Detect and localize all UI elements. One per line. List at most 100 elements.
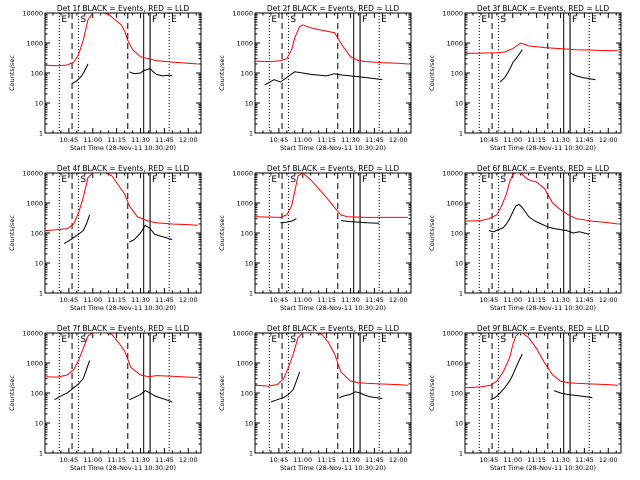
x-tick-label: 10:45 (60, 296, 79, 304)
y-tick-label: 10 (455, 420, 463, 428)
y-tick-label: 1000 (446, 360, 463, 368)
marker-label: F (572, 175, 577, 185)
x-tick-label: 11:15 (317, 136, 336, 144)
y-tick-label: 10000 (232, 170, 253, 178)
series-group (255, 24, 408, 86)
x-tick-label: 11:45 (155, 136, 174, 144)
x-tick-label: 11:45 (575, 136, 594, 144)
panel-title: Det 1f BLACK = Events, RED = LLD (57, 4, 190, 13)
marker-label: E (481, 175, 487, 185)
x-tick-label: 10:45 (60, 456, 79, 464)
marker-label: E (381, 175, 387, 185)
marker-label: E (381, 15, 387, 25)
y-tick-label: 1000 (26, 360, 43, 368)
events-series-line (264, 71, 383, 86)
events-series-line (129, 224, 173, 243)
y-tick-label: 100 (31, 70, 43, 78)
panel-title: Det 3f BLACK = Events, RED = LLD (477, 4, 610, 13)
y-axis-label: Counts/sec (8, 215, 16, 251)
y-tick-label: 10 (455, 260, 463, 268)
y-tick-label: 100 (241, 230, 253, 238)
y-axis-label: Counts/sec (218, 55, 226, 91)
marker-label: F (152, 175, 157, 185)
events-series-line (569, 72, 596, 81)
y-axis-label: Counts/sec (8, 55, 16, 91)
series-group (255, 173, 408, 224)
x-tick-label: 12:00 (599, 136, 618, 144)
x-tick-label: 10:45 (480, 456, 499, 464)
y-tick-label: 1000 (236, 40, 253, 48)
series-group (465, 333, 618, 401)
lld-series-line (255, 173, 408, 218)
y-axis-label: Counts/sec (428, 215, 436, 251)
y-tick-label: 100 (241, 70, 253, 78)
events-series-line (339, 391, 383, 400)
x-tick-label: 11:30 (551, 456, 570, 464)
y-tick-label: 100 (451, 70, 463, 78)
x-axis-label: Start Time (28-Nov-11 10:30:20) (280, 304, 386, 312)
y-tick-label: 10000 (232, 330, 253, 338)
x-tick-label: 11:15 (107, 456, 126, 464)
x-tick-label: 11:15 (107, 296, 126, 304)
x-tick-label: 12:00 (389, 136, 408, 144)
series-group (45, 333, 198, 403)
y-tick-label: 10000 (232, 10, 253, 18)
series-group (465, 42, 618, 83)
marker-label: F (572, 335, 577, 345)
events-series-line (129, 390, 173, 403)
y-tick-label: 1 (39, 130, 43, 138)
x-axis-label: Start Time (28-Nov-11 10:30:20) (490, 304, 596, 312)
x-tick-label: 11:15 (317, 296, 336, 304)
y-tick-label: 100 (31, 390, 43, 398)
marker-label: E (61, 175, 67, 185)
x-tick-label: 11:00 (503, 136, 522, 144)
panel-7: Det 7f BLACK = Events, RED = LLD 1 10 100 10… (8, 324, 202, 472)
events-series-line (129, 68, 173, 77)
x-tick-label: 12:00 (599, 456, 618, 464)
y-tick-label: 100 (451, 390, 463, 398)
series-group (45, 13, 198, 84)
panel-1: Det 1f BLACK = Events, RED = LLD 1 10 100 10… (8, 4, 202, 152)
y-tick-label: 1 (459, 450, 463, 458)
x-tick-label: 11:45 (155, 456, 174, 464)
marker-label: E (591, 335, 597, 345)
x-tick-label: 11:15 (527, 456, 546, 464)
y-tick-label: 10 (455, 100, 463, 108)
events-series-line (270, 371, 301, 403)
panel-title: Det 4f BLACK = Events, RED = LLD (57, 164, 190, 173)
events-series-line (499, 49, 523, 83)
panel-2: Det 2f BLACK = Events, RED = LLD 1 10 100 10… (218, 4, 412, 152)
x-tick-label: 10:45 (480, 296, 499, 304)
plot-frame (464, 12, 622, 134)
lld-series-line (255, 24, 408, 65)
marker-label: E (61, 335, 67, 345)
y-tick-label: 100 (451, 230, 463, 238)
x-tick-label: 11:30 (551, 136, 570, 144)
lld-series-line (255, 333, 408, 387)
y-tick-label: 10 (245, 100, 253, 108)
marker-label: F (152, 335, 157, 345)
y-tick-label: 10000 (22, 170, 43, 178)
x-tick-label: 12:00 (179, 456, 198, 464)
y-tick-label: 1 (249, 450, 253, 458)
marker-label: E (481, 335, 487, 345)
x-tick-label: 10:45 (60, 136, 79, 144)
y-tick-label: 10 (245, 420, 253, 428)
lld-series-line (45, 13, 198, 67)
marker-label: E (381, 335, 387, 345)
events-series-line (488, 203, 590, 235)
y-tick-label: 1000 (236, 360, 253, 368)
x-tick-label: 10:45 (270, 296, 289, 304)
x-tick-label: 10:45 (270, 136, 289, 144)
x-tick-label: 11:45 (575, 456, 594, 464)
marker-label: E (591, 175, 597, 185)
panel-3: Det 3f BLACK = Events, RED = LLD 1 10 100 10… (428, 4, 622, 152)
x-axis-label: Start Time (28-Nov-11 10:30:20) (490, 464, 596, 472)
panel-title: Det 6f BLACK = Events, RED = LLD (477, 164, 610, 173)
x-axis-label: Start Time (28-Nov-11 10:30:20) (490, 144, 596, 152)
x-tick-label: 11:45 (365, 456, 384, 464)
x-tick-label: 12:00 (599, 296, 618, 304)
x-tick-label: 11:45 (155, 296, 174, 304)
marker-label: S (80, 15, 86, 25)
events-series-line (280, 218, 297, 224)
